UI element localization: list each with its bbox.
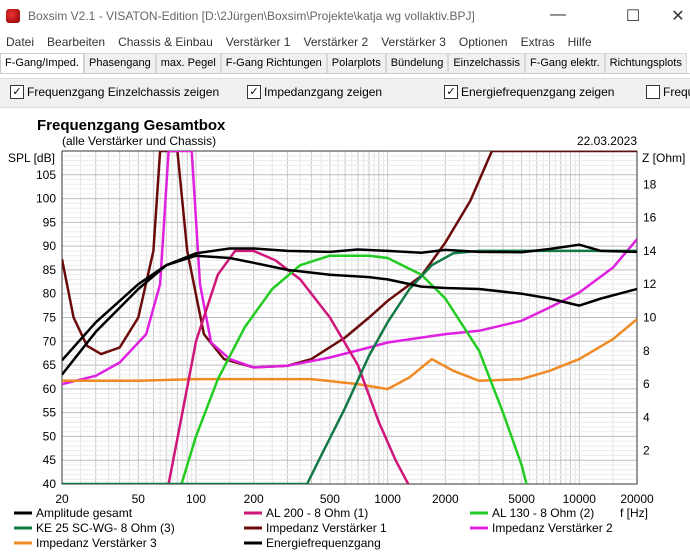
y-tick-label: 70 xyxy=(43,334,57,348)
checkbox-box[interactable]: ✓ xyxy=(10,85,24,99)
checkbox-label: Energiefrequenzgang zeigen xyxy=(461,85,615,99)
series-line-impedanz-verst-rker-2 xyxy=(62,151,637,386)
series-line-impedanz-verst-rker-1 xyxy=(62,151,637,369)
x-tick-label: 500 xyxy=(320,492,340,506)
series-line-amplitude-gesamt xyxy=(62,243,637,362)
menu-bar: Datei Bearbeiten Chassis & Einbau Verstärke… xyxy=(0,32,599,52)
y-tick-label: 50 xyxy=(43,429,57,443)
tab-phasengang[interactable]: Phasengang xyxy=(83,53,156,73)
y2-tick-label: 4 xyxy=(643,410,650,424)
checkbox-label: Impedanzgang zeigen xyxy=(264,85,383,99)
checkbox-box[interactable]: ✓ xyxy=(247,85,261,99)
y-tick-label: 100 xyxy=(36,192,56,206)
tab-f-gang-richtungen[interactable]: F-Gang Richtungen xyxy=(220,53,327,73)
menu-bearbeiten[interactable]: Bearbeiten xyxy=(47,35,106,49)
tab-max-pegel[interactable]: max. Pegel xyxy=(155,53,221,73)
close-button[interactable]: ✕ xyxy=(671,8,685,25)
legend-label: Amplitude gesamt xyxy=(36,506,133,520)
y-tick-label: 40 xyxy=(43,477,57,491)
x-tick-label: 2000 xyxy=(432,492,459,506)
legend-label: KE 25 SC-WG- 8 Ohm (3) xyxy=(36,521,175,535)
maximize-button[interactable]: ☐ xyxy=(625,8,641,25)
checkbox-label: Frequ xyxy=(663,85,690,99)
window-title: Boxsim V2.1 - VISATON-Edition [D:\2Jürge… xyxy=(28,9,475,23)
y-tick-label: 65 xyxy=(43,358,57,372)
y2-tick-label: 6 xyxy=(643,377,650,391)
y2-tick-label: 12 xyxy=(643,277,657,291)
y-tick-label: 85 xyxy=(43,263,57,277)
y-tick-label: 80 xyxy=(43,287,57,301)
tab-polarplots[interactable]: Polarplots xyxy=(326,53,386,73)
tab-f-gang-elektr-[interactable]: F-Gang elektr. xyxy=(524,53,605,73)
y2-tick-label: 10 xyxy=(643,311,657,325)
options-bar: ✓ Frequenzgang Einzelchassis zeigen ✓ Imped… xyxy=(0,78,690,108)
legend-label: AL 130 - 8 Ohm (2) xyxy=(492,506,594,520)
y-tick-label: 90 xyxy=(43,239,57,253)
series-line-al-200-8-ohm-1 xyxy=(167,249,410,484)
menu-hilfe[interactable]: Hilfe xyxy=(567,35,592,49)
menu-verst-rker-2[interactable]: Verstärker 2 xyxy=(303,35,369,49)
y2-tick-label: 18 xyxy=(643,177,657,191)
title-bar: Boxsim V2.1 - VISATON-Edition [D:\2Jürge… xyxy=(0,0,690,32)
y2-tick-label: 8 xyxy=(643,344,650,358)
menu-optionen[interactable]: Optionen xyxy=(458,35,508,49)
x-tick-label: 20000 xyxy=(620,492,654,506)
checkbox-box[interactable] xyxy=(646,85,660,99)
tab-bar: F-Gang/Imped. Phasengang max. Pegel F-Gang … xyxy=(0,53,690,74)
tab-f-gang-imped-[interactable]: F-Gang/Imped. xyxy=(0,53,84,73)
checkbox-2[interactable]: ✓ Energiefrequenzgang zeigen xyxy=(444,85,614,99)
x-tick-label: 100 xyxy=(186,492,206,506)
y2-tick-label: 14 xyxy=(643,244,657,258)
menu-extras[interactable]: Extras xyxy=(520,35,555,49)
y-axis-label: SPL [dB] xyxy=(8,151,55,165)
legend-label: Impedanz Verstärker 2 xyxy=(492,521,613,535)
y-tick-label: 95 xyxy=(43,215,57,229)
x-tick-label: 1000 xyxy=(374,492,401,506)
legend-label: Impedanz Verstärker 1 xyxy=(266,521,387,535)
y-tick-label: 60 xyxy=(43,382,57,396)
x-tick-label: 50 xyxy=(132,492,146,506)
menu-chassis-einbau[interactable]: Chassis & Einbau xyxy=(118,35,213,49)
chart-title: Frequenzgang Gesamtbox xyxy=(37,117,226,134)
menu-datei[interactable]: Datei xyxy=(6,35,35,49)
chart-date: 22.03.2023 xyxy=(577,134,637,148)
minimize-button[interactable]: — xyxy=(550,6,566,23)
y-tick-label: 55 xyxy=(43,406,57,420)
series-line-ke-25-sc-wg-8-ohm-3 xyxy=(62,249,637,484)
series-line-al-130-8-ohm-2 xyxy=(180,254,528,484)
chart-subtitle: (alle Verstärker und Chassis) xyxy=(62,134,216,148)
x-tick-label: 10000 xyxy=(563,492,597,506)
menu-verst-rker-3[interactable]: Verstärker 3 xyxy=(381,35,446,49)
legend-label: Energiefrequenzgang xyxy=(266,536,381,550)
checkbox-0[interactable]: ✓ Frequenzgang Einzelchassis zeigen xyxy=(10,85,219,99)
tab-einzelchassis[interactable]: Einzelchassis xyxy=(448,53,525,73)
app-icon xyxy=(6,9,20,23)
menu-verst-rker-1[interactable]: Verstärker 1 xyxy=(225,35,291,49)
plot-border xyxy=(61,150,638,485)
legend-label: Impedanz Verstärker 3 xyxy=(36,536,157,550)
y2-axis-label: Z [Ohm] xyxy=(642,151,685,165)
checkbox-1[interactable]: ✓ Impedanzgang zeigen xyxy=(247,85,382,99)
y-tick-label: 105 xyxy=(36,168,56,182)
y2-tick-label: 2 xyxy=(643,444,650,458)
tab-b-ndelung[interactable]: Bündelung xyxy=(385,53,449,73)
checkbox-3[interactable]: Frequ xyxy=(646,85,690,99)
checkbox-label: Frequenzgang Einzelchassis zeigen xyxy=(27,85,220,99)
x-axis-label: f [Hz] xyxy=(620,506,648,520)
x-tick-label: 200 xyxy=(244,492,264,506)
x-tick-label: 5000 xyxy=(508,492,535,506)
legend-label: AL 200 - 8 Ohm (1) xyxy=(266,506,368,520)
x-tick-label: 20 xyxy=(55,492,69,506)
y-tick-label: 75 xyxy=(43,311,57,325)
tab-richtungsplots[interactable]: Richtungsplots xyxy=(604,53,687,73)
y2-tick-label: 16 xyxy=(643,211,657,225)
checkbox-box[interactable]: ✓ xyxy=(444,85,458,99)
series-line-impedanz-verst-rker-3 xyxy=(62,318,637,391)
y-tick-label: 45 xyxy=(43,453,57,467)
